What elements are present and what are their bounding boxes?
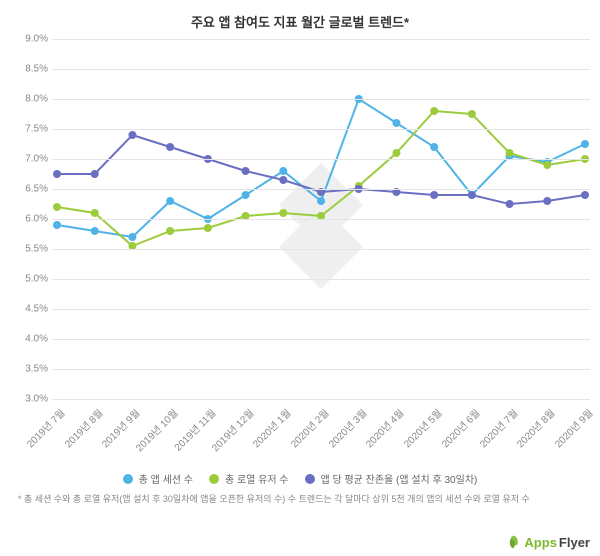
y-tick-label: 4.5%: [25, 304, 48, 315]
x-tick-label: 2020년 3월: [324, 405, 369, 450]
series-marker: [242, 191, 250, 199]
series-marker: [468, 110, 476, 118]
chart-container: 주요 앱 참여도 지표 월간 글로벌 트렌드* 3.0%3.5%4.0%4.5%…: [0, 0, 600, 556]
legend-label: 총 로열 유저 수: [225, 471, 289, 486]
x-tick-label: 2019년 7월: [22, 405, 67, 450]
y-tick-label: 6.5%: [25, 184, 48, 195]
y-tick-label: 9.0%: [25, 34, 48, 45]
series-marker: [53, 170, 61, 178]
series-marker: [581, 140, 589, 148]
series-marker: [317, 197, 325, 205]
y-tick-label: 7.0%: [25, 154, 48, 165]
appsflyer-logo: AppsFlyer: [506, 534, 590, 550]
legend-item: 총 로열 유저 수: [209, 471, 289, 486]
series-marker: [279, 176, 287, 184]
gridline: [52, 39, 590, 40]
y-tick-label: 8.0%: [25, 94, 48, 105]
series-marker: [204, 224, 212, 232]
series-marker: [166, 197, 174, 205]
legend-item: 총 앱 세션 수: [123, 471, 193, 486]
y-tick-label: 3.5%: [25, 364, 48, 375]
chart-plot-area: 3.0%3.5%4.0%4.5%5.0%5.5%6.0%6.5%7.0%7.5%…: [10, 39, 590, 399]
series-marker: [166, 227, 174, 235]
x-axis: 2019년 7월2019년 8월2019년 9월2019년 10월2019년 1…: [10, 399, 590, 469]
series-marker: [392, 149, 400, 157]
x-tick-label: 2020년 9월: [550, 405, 595, 450]
plot: [52, 39, 590, 399]
gridline: [52, 69, 590, 70]
y-tick-label: 5.5%: [25, 244, 48, 255]
series-marker: [91, 209, 99, 217]
gridline: [52, 249, 590, 250]
series-marker: [91, 227, 99, 235]
series-marker: [543, 161, 551, 169]
x-tick-label: 2019년 8월: [60, 405, 105, 450]
series-marker: [506, 200, 514, 208]
series-marker: [392, 119, 400, 127]
series-marker: [279, 209, 287, 217]
gridline: [52, 189, 590, 190]
gridline: [52, 99, 590, 100]
legend-dot-icon: [123, 474, 133, 484]
series-marker: [279, 167, 287, 175]
x-tick-label: 2020년 4월: [362, 405, 407, 450]
y-tick-label: 7.5%: [25, 124, 48, 135]
legend-dot-icon: [209, 474, 219, 484]
x-tick-label: 2020년 1월: [249, 405, 294, 450]
y-tick-label: 5.0%: [25, 274, 48, 285]
series-marker: [53, 221, 61, 229]
series-line: [57, 111, 585, 246]
legend-dot-icon: [305, 474, 315, 484]
series-marker: [430, 107, 438, 115]
y-tick-label: 4.0%: [25, 334, 48, 345]
y-tick-label: 8.5%: [25, 64, 48, 75]
series-marker: [430, 191, 438, 199]
series-marker: [543, 197, 551, 205]
gridline: [52, 159, 590, 160]
gridline: [52, 219, 590, 220]
x-tick-label: 2020년 2월: [286, 405, 331, 450]
series-marker: [128, 233, 136, 241]
logo-text-b: Flyer: [559, 535, 590, 550]
y-tick-label: 6.0%: [25, 214, 48, 225]
series-marker: [581, 191, 589, 199]
x-tick-label: 2020년 5월: [399, 405, 444, 450]
legend-item: 앱 당 평균 잔존율 (앱 설치 후 30일차): [305, 471, 478, 486]
x-tick-label: 2020년 8월: [513, 405, 558, 450]
series-marker: [242, 167, 250, 175]
series-marker: [166, 143, 174, 151]
footnote: * 총 세션 수와 총 로열 유저(앱 설치 후 30일차에 앱을 오픈한 유저…: [10, 494, 590, 506]
legend: 총 앱 세션 수 총 로열 유저 수 앱 당 평균 잔존율 (앱 설치 후 30일차…: [10, 471, 590, 486]
legend-label: 총 앱 세션 수: [139, 471, 193, 486]
series-marker: [53, 203, 61, 211]
legend-label: 앱 당 평균 잔존율 (앱 설치 후 30일차): [321, 471, 478, 486]
gridline: [52, 129, 590, 130]
series-marker: [506, 149, 514, 157]
y-axis: 3.0%3.5%4.0%4.5%5.0%5.5%6.0%6.5%7.0%7.5%…: [10, 39, 52, 399]
gridline: [52, 279, 590, 280]
chart-title: 주요 앱 참여도 지표 월간 글로벌 트렌드*: [10, 12, 590, 31]
series-marker: [128, 131, 136, 139]
gridline: [52, 369, 590, 370]
gridline: [52, 339, 590, 340]
x-tick-label: 2020년 7월: [475, 405, 520, 450]
series-marker: [468, 191, 476, 199]
leaf-icon: [506, 534, 522, 550]
series-marker: [91, 170, 99, 178]
gridline: [52, 309, 590, 310]
x-tick-label: 2020년 6월: [437, 405, 482, 450]
series-marker: [430, 143, 438, 151]
logo-text-a: Apps: [524, 535, 557, 550]
